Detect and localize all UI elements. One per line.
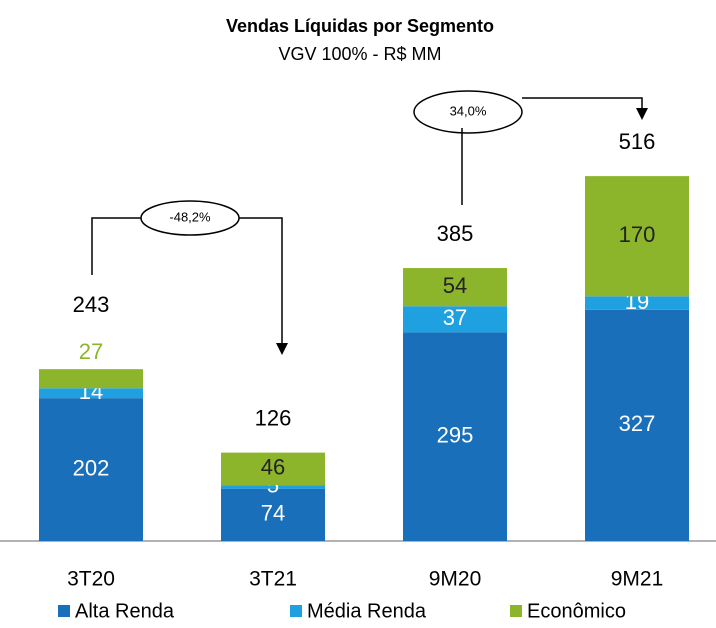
bar-segment [403,332,507,541]
legend-swatch [58,605,70,617]
connector [522,97,643,110]
x-tick-label: 9M20 [429,568,482,591]
bar-segment [585,296,689,310]
annotation-ellipse [413,90,523,134]
total-label: 243 [73,292,110,317]
bar-segment [39,388,143,399]
arrow-head [276,343,288,355]
bar-segment [585,309,689,541]
value-label: 46 [261,455,285,480]
bar-segment [403,306,507,333]
bar-segment [39,398,143,541]
bar-segment [221,488,325,541]
legend-label: Média Renda [307,600,427,622]
value-label: 37 [443,305,467,330]
annotation-ellipse [140,200,240,236]
chart-subtitle: VGV 100% - R$ MM [278,44,441,64]
value-label: 202 [73,455,110,480]
value-label: 27 [79,339,103,364]
legend-label: Alta Renda [75,600,175,622]
connector [91,217,141,275]
value-label: 54 [443,273,467,298]
arrow-head [636,108,648,120]
annotation: 34,0% [450,103,487,118]
value-label: 295 [437,423,474,448]
x-tick-label: 3T20 [67,568,115,591]
annotation-lines [91,90,643,345]
total-label: 126 [255,405,292,430]
legend-swatch [510,605,522,617]
bar-segment [221,485,325,489]
legend-swatch [290,605,302,617]
bar-segment [221,452,325,486]
total-label: 516 [619,129,656,154]
legend-label: Econômico [527,600,626,622]
value-label: 170 [619,222,656,247]
chart-title: Vendas Líquidas por Segmento [226,16,494,36]
bar-segment [585,176,689,297]
bar-segment [403,268,507,307]
value-label: 327 [619,411,656,436]
annotation: -48,2% [169,209,211,224]
connector [239,217,283,345]
value-label: 74 [261,501,285,526]
bar-segment [39,369,143,389]
x-tick-label: 9M21 [611,568,664,591]
x-tick-label: 3T21 [249,568,297,591]
total-label: 385 [437,221,474,246]
